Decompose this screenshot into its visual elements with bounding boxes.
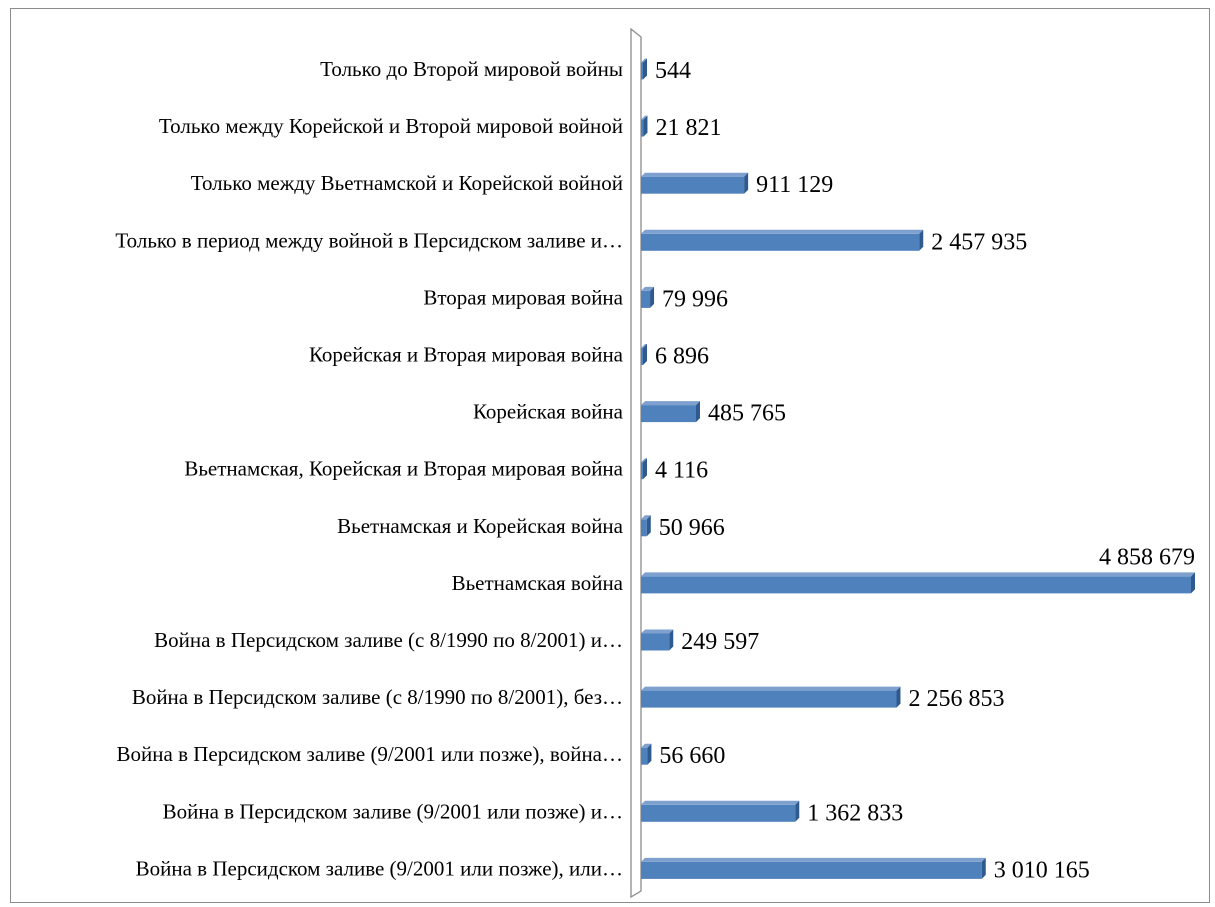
bar (641, 690, 897, 708)
category-labels: Только до Второй мировой войны Только меж… (115, 57, 623, 880)
bar-end (643, 458, 647, 480)
bar-end (647, 743, 652, 765)
value-label: 6 896 (655, 344, 709, 370)
category-label: Война в Персидском заливе (с 8/1990 по 8… (132, 685, 623, 709)
category-label: Вторая мировая война (423, 285, 623, 309)
bar (641, 176, 745, 194)
value-label: 485 765 (708, 401, 786, 427)
category-label: Только в период между войной в Персидско… (115, 228, 623, 252)
category-label: Вьетнамская, Корейская и Вторая мировая … (184, 457, 623, 481)
bar (641, 633, 670, 651)
bar-top (641, 572, 1195, 577)
value-label: 4 116 (655, 458, 708, 484)
bar-end (650, 286, 655, 308)
category-label: Только между Вьетнамской и Корейской вой… (191, 171, 623, 195)
bar-top (641, 743, 652, 748)
category-label: Вьетнамская война (452, 571, 624, 595)
bar-end (695, 401, 700, 423)
bar-top (641, 458, 647, 463)
value-label: 79 996 (662, 286, 728, 312)
chart-area: Только до Второй мировой войны Только меж… (10, 8, 1210, 903)
category-label: Война в Персидском заливе (с 8/1990 по 8… (154, 628, 623, 652)
bar-top (641, 172, 749, 177)
bar (641, 576, 1191, 594)
bar-top (641, 344, 647, 348)
axis-wall (630, 27, 642, 899)
value-label: 2 457 935 (931, 229, 1027, 255)
value-label: 56 660 (659, 743, 725, 769)
bar-top (641, 58, 647, 63)
bar-top (641, 229, 924, 234)
bar-top (641, 515, 651, 520)
bar-chart: Только до Второй мировой войны Только меж… (115, 27, 1195, 899)
bar-top (641, 401, 700, 406)
bar-end (1191, 572, 1195, 594)
bar (641, 804, 796, 822)
bar-top (641, 686, 901, 691)
bar (641, 348, 643, 365)
bar-top (641, 857, 986, 862)
bar-end (669, 629, 674, 651)
bar-end (744, 172, 749, 194)
bar (641, 519, 647, 537)
bar-end (981, 857, 986, 879)
category-label: Корейская война (473, 400, 624, 424)
bar-end (643, 115, 648, 137)
bar (641, 462, 643, 480)
value-label: 2 256 853 (908, 686, 1004, 712)
category-label: Только между Корейской и Второй мировой … (159, 114, 623, 138)
bar (641, 290, 651, 308)
bar-end (919, 229, 924, 251)
bar-end (643, 344, 647, 365)
category-label: Корейская и Вторая мировая война (309, 343, 624, 367)
bar-end (646, 515, 651, 537)
value-label: 911 129 (756, 172, 833, 198)
bar (641, 62, 643, 80)
category-label: Война в Персидском заливе (9/2001 или по… (117, 742, 623, 766)
axis-wall-panel (630, 27, 642, 899)
category-label: Только до Второй мировой войны (320, 57, 623, 81)
bar-end (896, 686, 901, 708)
bar-top (641, 629, 674, 634)
value-label: 249 597 (681, 629, 759, 655)
value-label: 544 (655, 58, 691, 84)
bar-top (641, 800, 800, 805)
value-label: 21 821 (655, 115, 721, 141)
bars (641, 58, 1195, 879)
bar-top (641, 286, 655, 291)
bar (641, 747, 648, 765)
bar (641, 233, 920, 251)
bar (641, 119, 644, 137)
bar (641, 405, 696, 423)
value-label: 4 858 679 (1099, 544, 1195, 570)
category-label: Война в Персидском заливе (9/2001 или по… (163, 799, 623, 823)
category-label: Война в Персидском заливе (9/2001 или по… (136, 856, 623, 880)
value-label: 50 966 (659, 515, 725, 541)
bar-top (641, 115, 648, 120)
value-labels: 544 21 821 911 129 2 457 935 79 996 6 896 485 … (655, 58, 1195, 883)
bar (641, 861, 982, 879)
bar-end (643, 58, 647, 80)
value-label: 3 010 165 (994, 857, 1090, 883)
value-label: 1 362 833 (807, 800, 903, 826)
bar-end (795, 800, 800, 822)
category-label: Вьетнамская и Корейская война (337, 514, 624, 538)
